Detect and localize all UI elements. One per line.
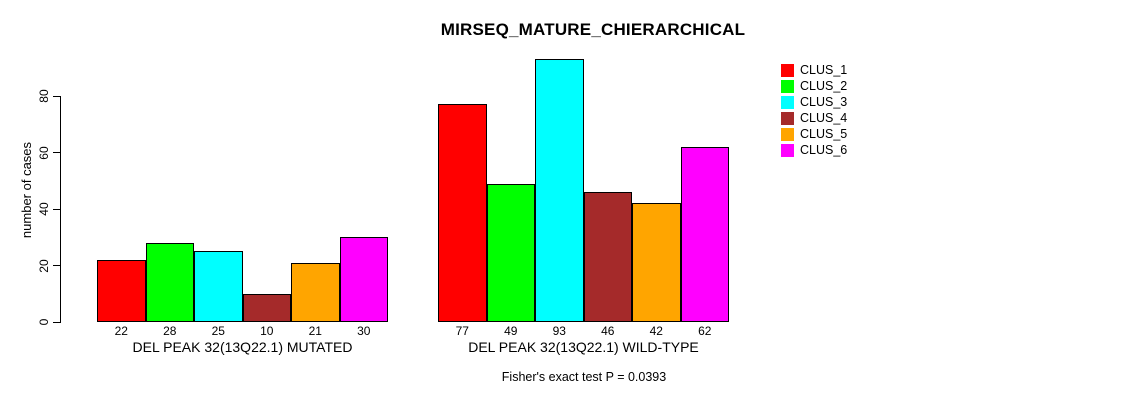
bar-value-label: 10 — [260, 324, 274, 338]
bar-clus_1 — [97, 259, 146, 322]
legend-label: CLUS_5 — [800, 127, 848, 141]
bar-value-label: 49 — [504, 324, 518, 338]
y-tick-label: 80 — [37, 89, 51, 103]
bar-clus_6 — [680, 146, 729, 322]
y-axis-title: number of cases — [19, 141, 34, 239]
bar-clus_6 — [339, 237, 388, 322]
bar-value-label: 30 — [357, 324, 371, 338]
legend: CLUS_1 CLUS_2 CLUS_3 CLUS_4 CLUS_5 CLUS_6 — [781, 62, 847, 158]
bar-value-label: 46 — [601, 324, 615, 338]
legend-swatch-icon — [781, 63, 794, 77]
y-axis-line — [60, 96, 61, 323]
bar-value-label: 42 — [649, 324, 663, 338]
bar-clus_2 — [145, 242, 194, 322]
legend-item: CLUS_5 — [781, 126, 847, 142]
bar-clus_2 — [486, 183, 535, 322]
bar-value-label: 25 — [211, 324, 225, 338]
chart-title: MIRSEQ_MATURE_CHIERARCHICAL — [440, 20, 746, 39]
bar-value-label: 93 — [552, 324, 566, 338]
footnote-text: Fisher's exact test P = 0.0393 — [501, 370, 667, 384]
y-tick-mark — [53, 208, 60, 210]
legend-label: CLUS_2 — [800, 79, 848, 93]
bar-value-label: 62 — [698, 324, 712, 338]
legend-item: CLUS_4 — [781, 110, 847, 126]
legend-swatch-icon — [781, 143, 794, 157]
bar-clus_4 — [583, 192, 632, 322]
legend-item: CLUS_6 — [781, 142, 847, 158]
y-tick-label: 20 — [37, 258, 51, 273]
y-tick-mark — [53, 321, 60, 323]
bar-clus_1 — [438, 104, 487, 322]
legend-label: CLUS_1 — [800, 63, 848, 77]
y-tick-mark — [53, 95, 60, 97]
y-tick-label: 40 — [37, 202, 51, 216]
y-tick-mark — [53, 265, 60, 266]
bar-clus_3 — [535, 59, 584, 322]
bar-value-label: 28 — [163, 324, 177, 338]
legend-swatch-icon — [781, 79, 794, 93]
legend-item: CLUS_3 — [781, 94, 847, 110]
legend-swatch-icon — [781, 111, 794, 125]
bar-value-label: 77 — [455, 324, 469, 338]
legend-label: CLUS_3 — [800, 95, 848, 109]
legend-label: CLUS_6 — [800, 143, 848, 157]
bar-clus_5 — [291, 262, 340, 322]
legend-swatch-icon — [781, 95, 794, 109]
y-tick-mark — [53, 152, 60, 153]
bar-value-label: 21 — [308, 324, 322, 338]
legend-item: CLUS_1 — [781, 62, 847, 78]
y-tick-label: 60 — [37, 145, 51, 160]
bar-value-label: 22 — [114, 324, 128, 338]
bar-clus_3 — [194, 251, 243, 322]
legend-item: CLUS_2 — [781, 78, 847, 94]
group-axis-label: DEL PEAK 32(13Q22.1) WILD-TYPE — [468, 339, 699, 355]
legend-swatch-icon — [781, 127, 794, 141]
bar-clus_5 — [632, 203, 681, 322]
legend-label: CLUS_4 — [800, 111, 848, 125]
y-tick-label: 0 — [37, 318, 51, 326]
group-axis-label: DEL PEAK 32(13Q22.1) MUTATED — [132, 339, 353, 355]
bar-clus_4 — [242, 293, 291, 322]
